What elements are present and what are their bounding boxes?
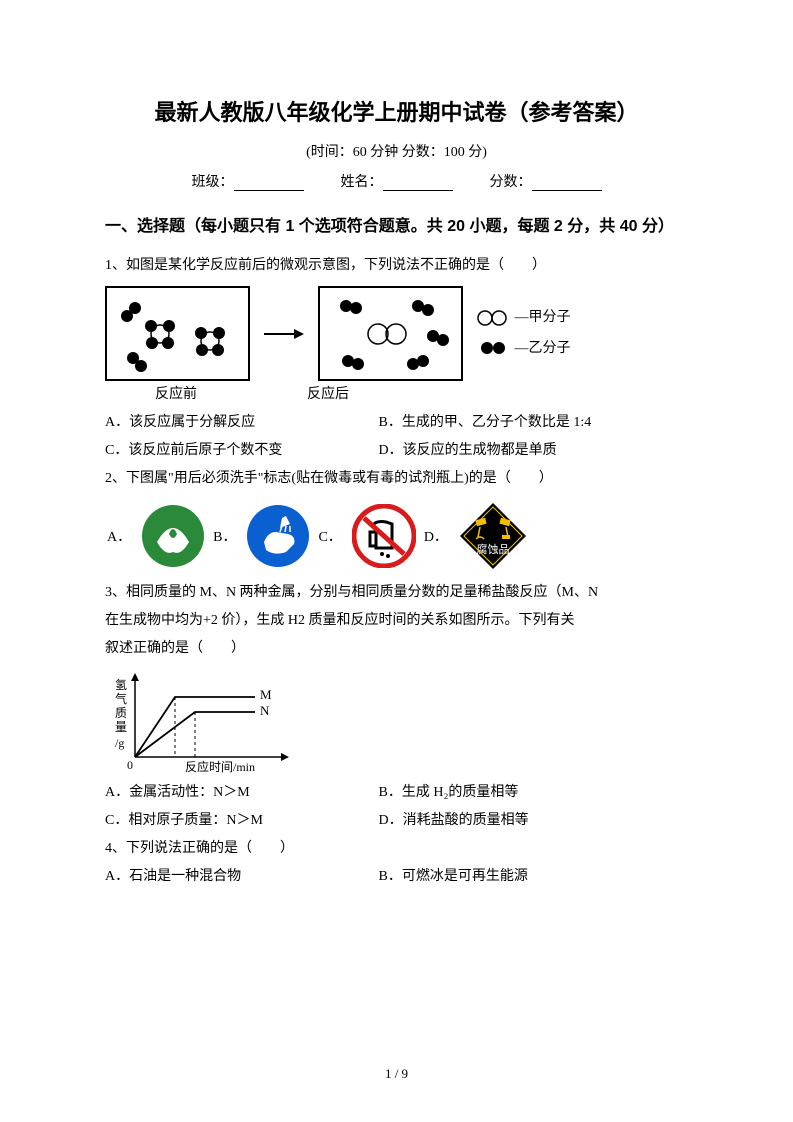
legend-a-label: 甲分子 <box>529 310 571 325</box>
q1-choice-a[interactable]: A．该反应属于分解反应 <box>105 409 375 437</box>
label-after: 反应后 <box>307 383 349 403</box>
q4-choice-b[interactable]: B．可燃冰是可再生能源 <box>379 863 649 891</box>
field-name-label: 姓名： <box>341 175 383 190</box>
field-score-blank[interactable] <box>532 175 602 191</box>
q1-choice-c[interactable]: C．该反应前后原子个数不变 <box>105 437 375 465</box>
q3-text-3: 叙述正确的是（ ） <box>105 635 688 663</box>
field-score-label: 分数： <box>490 175 532 190</box>
q1-diagram: —甲分子 —乙分子 <box>105 286 688 381</box>
svg-text:质: 质 <box>115 706 127 720</box>
q4-text: 4、下列说法正确的是（ ） <box>105 835 688 863</box>
field-class-label: 班级： <box>192 175 234 190</box>
q2-choices: A． B． C． D． 腐蚀品 <box>105 501 688 571</box>
q2-text: 2、下图属"用后必须洗手"标志(贴在微毒或有毒的试剂瓶上)的是（ ） <box>105 465 688 493</box>
q3-choice-c[interactable]: C．相对原子质量：N＞M <box>105 807 375 835</box>
svg-text:气: 气 <box>115 691 127 706</box>
svg-text:反应时间/min: 反应时间/min <box>185 759 255 774</box>
q2-icon-d[interactable]: 腐蚀品 <box>458 501 528 571</box>
q2-icon-a[interactable] <box>141 504 205 568</box>
legend-b: —乙分子 <box>477 334 571 365</box>
q2-label-a: A． <box>107 526 131 546</box>
q3-choice-a[interactable]: A．金属活动性：N＞M <box>105 779 375 807</box>
q1-choice-b[interactable]: B．生成的甲、乙分子个数比是 1:4 <box>379 409 649 437</box>
student-fields: 班级： 姓名： 分数： <box>105 171 688 191</box>
label-before: 反应前 <box>155 383 197 403</box>
q3-text-1: 3、相同质量的 M、N 两种金属，分别与相同质量分数的足量稀盐酸反应（M、N <box>105 579 688 607</box>
q1-box-after <box>318 286 463 381</box>
q2-label-b: B． <box>213 526 236 546</box>
section-1-heading: 一、选择题（每小题只有 1 个选项符合题意。共 20 小题，每题 2 分，共 4… <box>105 209 688 244</box>
svg-text:氢: 氢 <box>115 677 127 692</box>
q2-icon-b[interactable] <box>246 504 310 568</box>
q1-choice-d[interactable]: D．该反应的生成物都是单质 <box>379 437 649 465</box>
q4-choice-a[interactable]: A．石油是一种混合物 <box>105 863 375 891</box>
q2-icon-c[interactable] <box>352 504 416 568</box>
q2-label-c: C． <box>318 526 341 546</box>
q1-text: 1、如图是某化学反应前后的微观示意图，下列说法不正确的是（ ） <box>105 252 688 280</box>
q3-choices: A．金属活动性：N＞M B．生成 H₂的质量相等 C．相对原子质量：N＞M D．… <box>105 779 688 835</box>
svg-text:N: N <box>260 703 270 718</box>
field-class-blank[interactable] <box>234 175 304 191</box>
svg-text:量: 量 <box>115 720 127 734</box>
q3-chart: 氢 气 质 量 /g 0 反应时间/min M N <box>105 667 305 777</box>
page-subtitle: (时间：60 分钟 分数：100 分) <box>105 141 688 161</box>
page-title: 最新人教版八年级化学上册期中试卷（参考答案） <box>105 95 688 127</box>
field-name-blank[interactable] <box>383 175 453 191</box>
q3-text-2: 在生成物中均为+2 价），生成 H2 质量和反应时间的关系如图所示。下列有关 <box>105 607 688 635</box>
legend-a: —甲分子 <box>477 303 571 334</box>
q3-choice-d[interactable]: D．消耗盐酸的质量相等 <box>379 807 649 835</box>
q2-label-d: D． <box>424 526 448 546</box>
svg-text:/g: /g <box>115 736 124 750</box>
q4-choices: A．石油是一种混合物 B．可燃冰是可再生能源 <box>105 863 688 891</box>
page-number: 1 / 9 <box>0 1066 793 1082</box>
q1-choices: A．该反应属于分解反应 B．生成的甲、乙分子个数比是 1:4 C．该反应前后原子… <box>105 409 688 465</box>
corrosive-text: 腐蚀品 <box>476 542 509 556</box>
svg-text:0: 0 <box>127 758 133 772</box>
q1-box-labels: 反应前 反应后 <box>105 383 688 403</box>
q3-choice-b[interactable]: B．生成 H₂的质量相等 <box>379 779 649 807</box>
svg-text:M: M <box>260 687 272 702</box>
legend-b-label: 乙分子 <box>529 341 571 356</box>
arrow-icon <box>264 324 304 344</box>
q1-box-before <box>105 286 250 381</box>
